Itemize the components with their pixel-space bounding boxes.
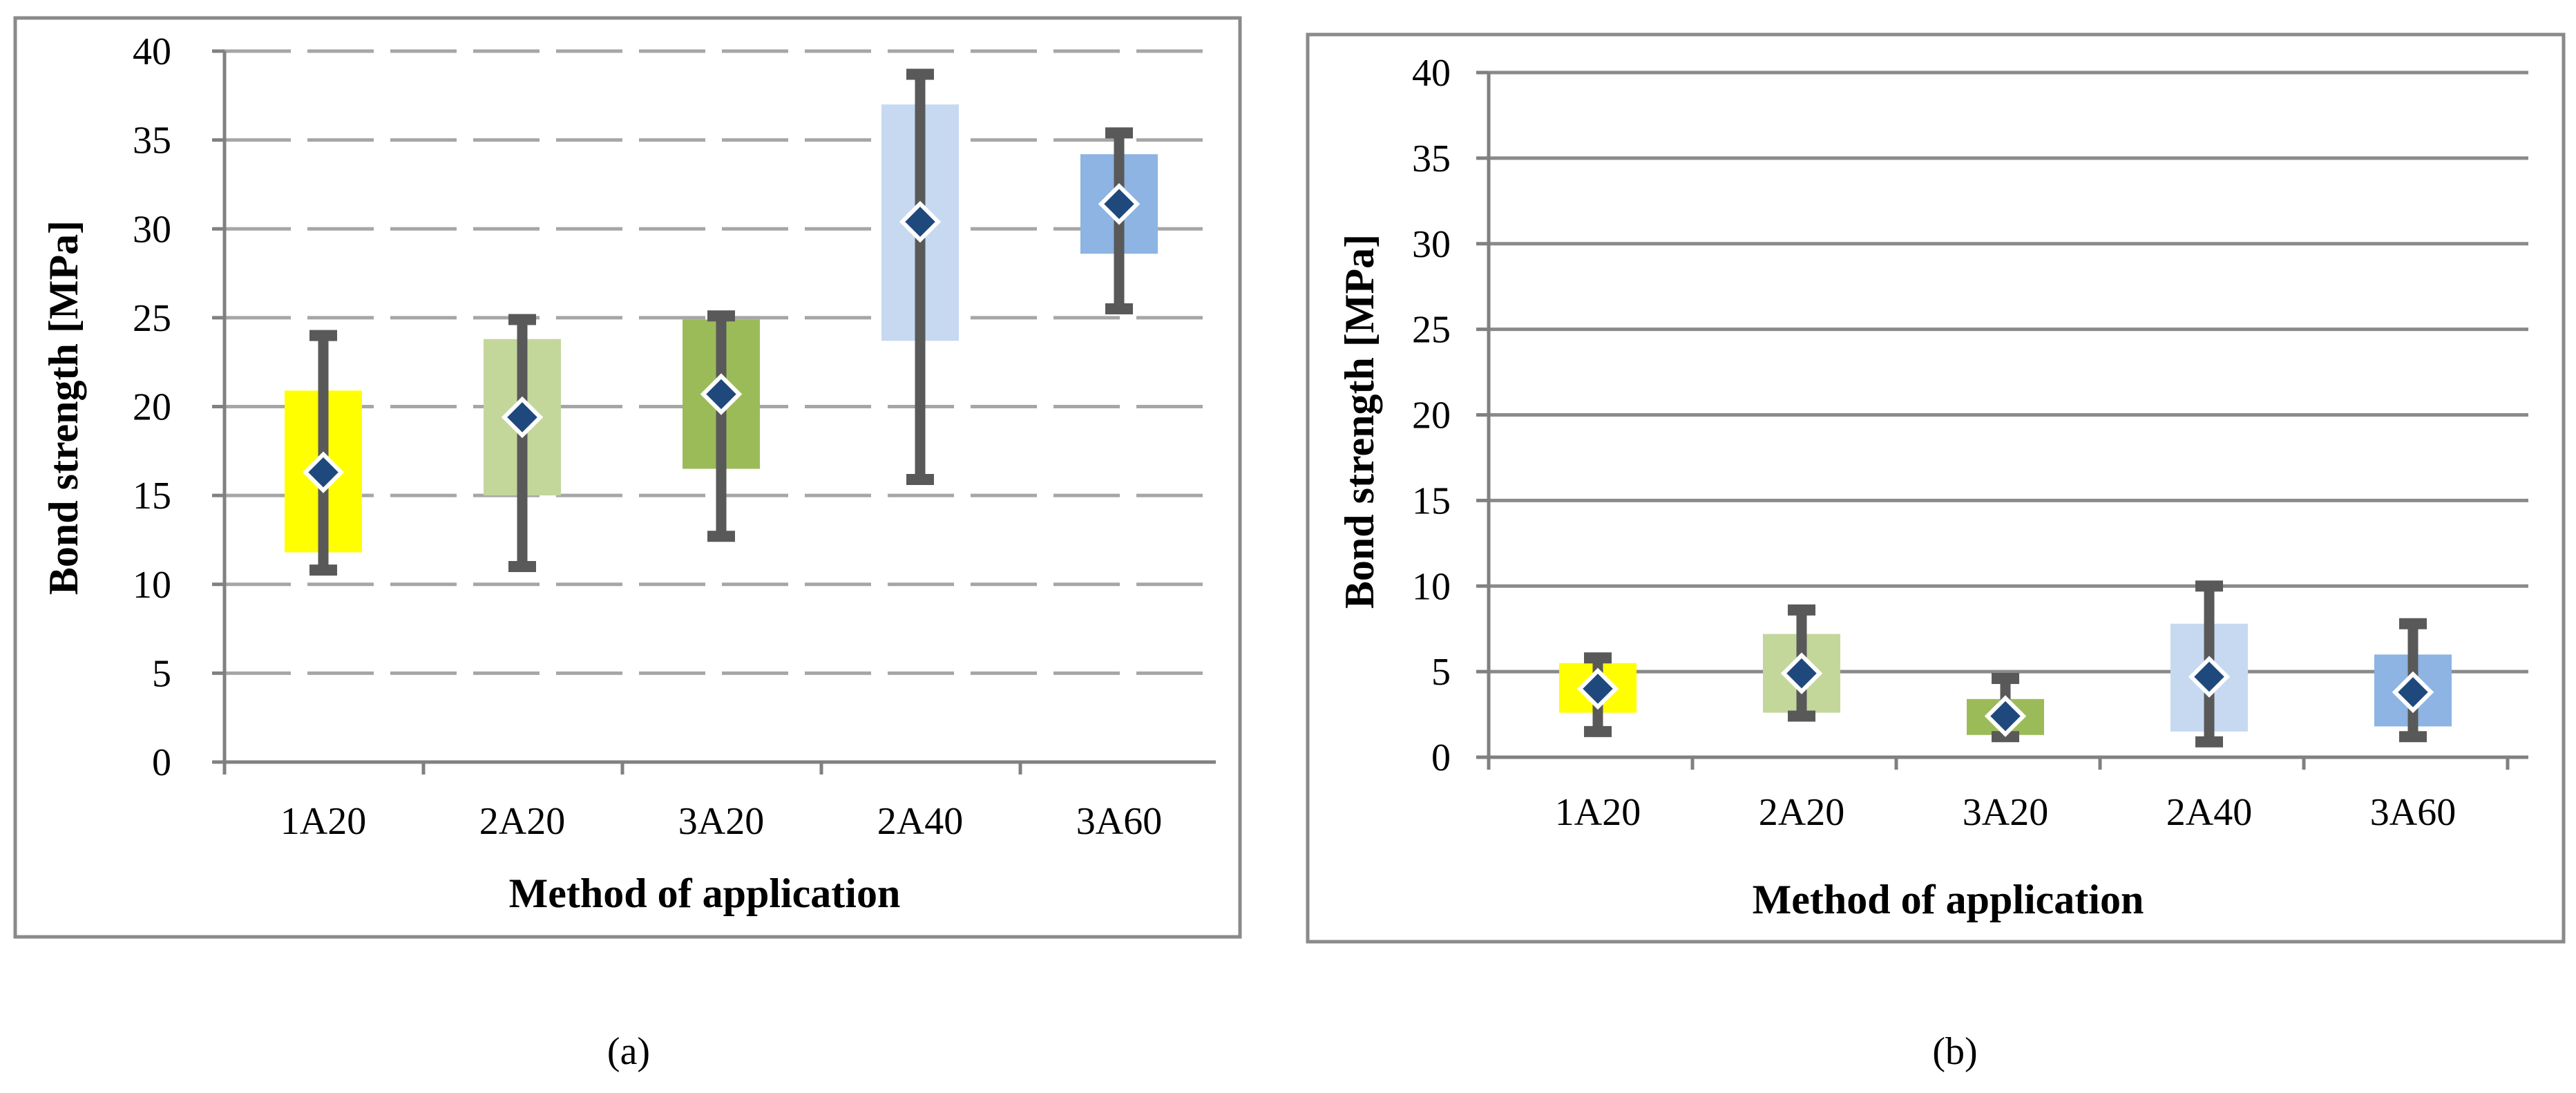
caption-a: (a) xyxy=(607,1030,650,1073)
chart-b-y-tick-labels: 0 5 10 15 20 25 30 35 40 xyxy=(1412,52,1451,779)
mean-marker-b-1A20 xyxy=(1576,667,1619,710)
chart-panel-a: 0 5 10 15 20 25 30 35 40 1A20 2A20 3A20 2A40 3A60 Bo… xyxy=(13,16,1242,939)
mean-marker-a-3A20 xyxy=(700,373,743,415)
chart-b-y-tick: 35 xyxy=(1412,137,1451,180)
chart-b-y-tick: 15 xyxy=(1412,479,1451,522)
chart-b-x-tick-3A20: 3A20 xyxy=(1963,791,2048,834)
chart-b-y-tick: 20 xyxy=(1412,395,1451,437)
chart-b-ylabel: Bond strength [MPa] xyxy=(1337,234,1382,609)
chart-a-y-tick: 0 xyxy=(152,741,171,784)
chart-b-frame xyxy=(1306,32,2566,944)
chart-b-x-tick-1A20: 1A20 xyxy=(1555,791,1641,834)
chart-b-gridlines xyxy=(1489,70,2528,674)
mean-marker-a-2A40 xyxy=(899,200,942,243)
chart-b-axes xyxy=(1476,70,2528,770)
caption-b: (b) xyxy=(1932,1030,1977,1073)
chart-a-y-tick: 20 xyxy=(133,386,171,429)
chart-a-frame xyxy=(13,16,1242,939)
chart-b-x-tick-3A60: 3A60 xyxy=(2370,791,2456,834)
chart-b-y-tick: 5 xyxy=(1431,651,1451,694)
chart-a-x-tick-3A60: 3A60 xyxy=(1076,800,1162,843)
chart-b-x-tick-2A40: 2A40 xyxy=(2166,791,2252,834)
chart-b-x-tick-2A20: 2A20 xyxy=(1759,791,1844,834)
chart-a-y-tick: 30 xyxy=(133,208,171,251)
chart-b-y-tick: 10 xyxy=(1412,565,1451,608)
chart-a-y-tick: 25 xyxy=(133,297,171,340)
chart-a-x-tick-3A20: 3A20 xyxy=(678,800,764,843)
chart-a-x-tick-1A20: 1A20 xyxy=(280,800,366,843)
chart-a-xlabel: Method of application xyxy=(509,871,901,916)
mean-marker-a-1A20 xyxy=(302,451,345,493)
mean-marker-b-3A20 xyxy=(1984,695,2027,737)
mean-marker-b-3A60 xyxy=(2392,671,2434,714)
chart-b-xlabel: Method of application xyxy=(1753,877,2144,922)
mean-marker-b-2A40 xyxy=(2188,656,2231,698)
chart-a-axes xyxy=(212,49,1216,774)
chart-b-y-tick: 25 xyxy=(1412,309,1451,352)
chart-a-ylabel: Bond strength [MPa] xyxy=(41,220,86,595)
chart-a-y-tick: 40 xyxy=(133,30,171,73)
chart-b-y-tick: 30 xyxy=(1412,223,1451,266)
chart-b-mean-markers xyxy=(1576,652,2434,737)
chart-a-y-tick: 5 xyxy=(152,652,171,695)
chart-a-y-tick: 10 xyxy=(133,564,171,607)
chart-a-x-tick-2A20: 2A20 xyxy=(479,800,565,843)
chart-a-y-tick: 15 xyxy=(133,475,171,517)
chart-b-y-tick: 40 xyxy=(1412,52,1451,95)
mean-marker-a-3A60 xyxy=(1098,182,1141,225)
chart-a-x-tick-labels: 1A20 2A20 3A20 2A40 3A60 xyxy=(280,800,1162,843)
chart-a-y-tick-labels: 0 5 10 15 20 25 30 35 40 xyxy=(133,30,171,784)
chart-a-x-tick-2A40: 2A40 xyxy=(877,800,963,843)
chart-b-y-tick: 0 xyxy=(1431,736,1451,779)
mean-marker-b-2A20 xyxy=(1780,652,1823,694)
chart-a-mean-markers xyxy=(302,182,1141,493)
chart-b-x-tick-labels: 1A20 2A20 3A20 2A40 3A60 xyxy=(1555,791,2456,834)
chart-panel-b: 0 5 10 15 20 25 30 35 40 1A20 2A20 3A20 2A40 3A60 Bo… xyxy=(1306,32,2566,944)
mean-marker-a-2A20 xyxy=(501,396,544,439)
chart-a-y-tick: 35 xyxy=(133,120,171,162)
chart-a-whiskers xyxy=(309,68,1133,576)
